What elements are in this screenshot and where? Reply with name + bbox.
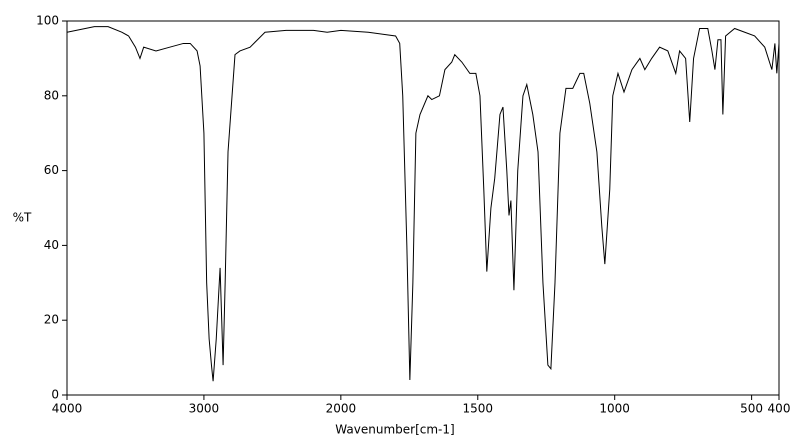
x-tick-label: 400 <box>768 402 791 416</box>
x-tick-label: 1000 <box>599 402 630 416</box>
x-tick-label: 1500 <box>462 402 493 416</box>
x-tick-label: 3000 <box>189 402 220 416</box>
y-tick-label: 20 <box>44 313 59 327</box>
y-tick-label: 100 <box>36 14 59 28</box>
y-tick-label: 0 <box>51 388 59 402</box>
x-tick-label: 4000 <box>52 402 83 416</box>
y-tick-label: 80 <box>44 88 59 102</box>
y-tick-label: 40 <box>44 238 59 252</box>
y-axis-label: %T <box>13 211 32 225</box>
plot-frame <box>66 20 780 396</box>
x-axis-label: Wavenumber[cm-1] <box>335 423 454 437</box>
spectrum-line <box>66 26 780 382</box>
y-tick-label: 60 <box>44 163 59 177</box>
x-tick-label: 500 <box>740 402 763 416</box>
x-tick-label: 2000 <box>326 402 357 416</box>
